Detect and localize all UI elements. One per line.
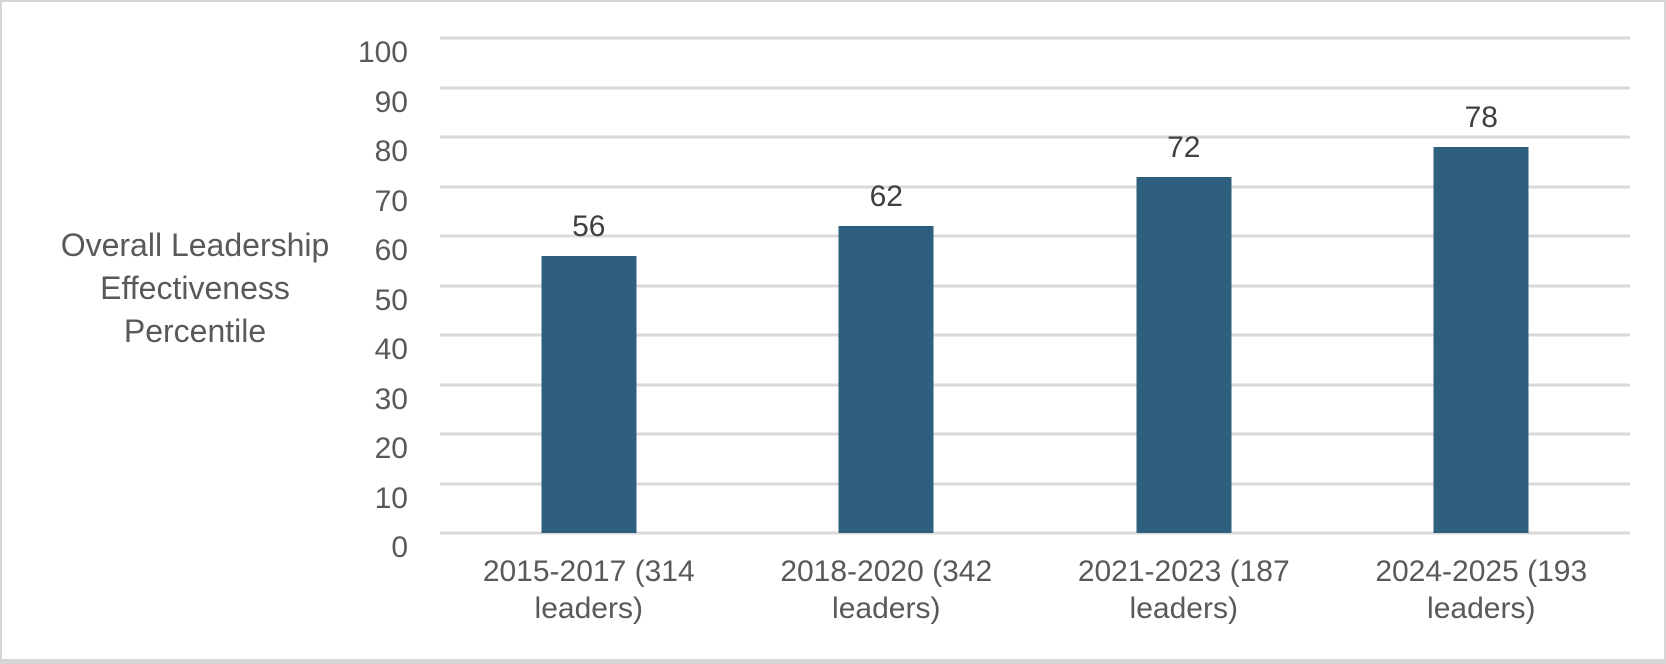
plot-area [440, 36, 1630, 535]
bar-value-label-4: 78 [1464, 100, 1498, 134]
y-tick-label-10: 10 [374, 481, 408, 515]
x-axis-category-labels: 2015-2017 (314 leaders) 2018-2020 (342 le… [440, 553, 1630, 627]
gridline-10 [440, 482, 1630, 485]
bar-value-label-1: 56 [572, 209, 606, 243]
x-category-label-1: 2015-2017 (314 leaders) [440, 553, 738, 627]
y-axis-title: Overall Leadership Effectiveness Percent… [40, 0, 350, 576]
y-axis-title-text: Overall Leadership Effectiveness Percent… [60, 226, 330, 349]
y-tick-label-80: 80 [374, 135, 408, 168]
y-tick-label-70: 70 [374, 184, 408, 218]
bar-slot-3: 72 [1035, 38, 1333, 533]
x-category-label-text: 2024-2025 (193 leaders) [1375, 555, 1588, 625]
y-tick-label-60: 60 [374, 234, 408, 267]
y-tick-label-50: 50 [374, 283, 408, 317]
bar-1 [541, 255, 637, 533]
bar-slot-1: 56 [440, 38, 738, 533]
gridline-100 [440, 36, 1630, 40]
y-tick-label-0: 0 [391, 531, 408, 564]
gridline-90 [440, 86, 1630, 89]
bar-slot-2: 62 [738, 38, 1036, 533]
y-tick-label-90: 90 [374, 85, 408, 119]
gridline-30 [440, 383, 1630, 386]
y-tick-label-20: 20 [374, 432, 408, 465]
gridline-40 [440, 333, 1630, 337]
y-tick-label-100: 100 [357, 36, 408, 69]
bar-series: 56 62 72 78 [440, 38, 1630, 533]
gridline-80 [440, 135, 1630, 139]
bar-3 [1136, 176, 1232, 533]
gridline-70 [440, 185, 1630, 188]
y-tick-label-30: 30 [374, 382, 408, 416]
gridline-60 [440, 234, 1630, 238]
bar-value-label-2: 62 [869, 180, 903, 214]
gridline-50 [440, 284, 1630, 287]
x-category-label-text: 2021-2023 (187 leaders) [1077, 555, 1290, 625]
gridline-20 [440, 432, 1630, 436]
bar-value-label-3: 72 [1167, 130, 1201, 164]
bar-4 [1433, 146, 1529, 533]
x-category-label-4: 2024-2025 (193 leaders) [1333, 553, 1631, 627]
x-category-label-2: 2018-2020 (342 leaders) [738, 553, 1036, 627]
bar-2 [838, 226, 934, 533]
bar-slot-4: 78 [1333, 38, 1631, 533]
gridline-0 [440, 531, 1630, 535]
y-axis-tick-labels: 0 10 20 30 40 50 60 70 80 90 100 [0, 36, 408, 563]
y-tick-label-40: 40 [374, 333, 408, 366]
x-category-label-text: 2015-2017 (314 leaders) [482, 555, 695, 625]
x-category-label-3: 2021-2023 (187 leaders) [1035, 553, 1333, 627]
x-category-label-text: 2018-2020 (342 leaders) [780, 555, 993, 625]
